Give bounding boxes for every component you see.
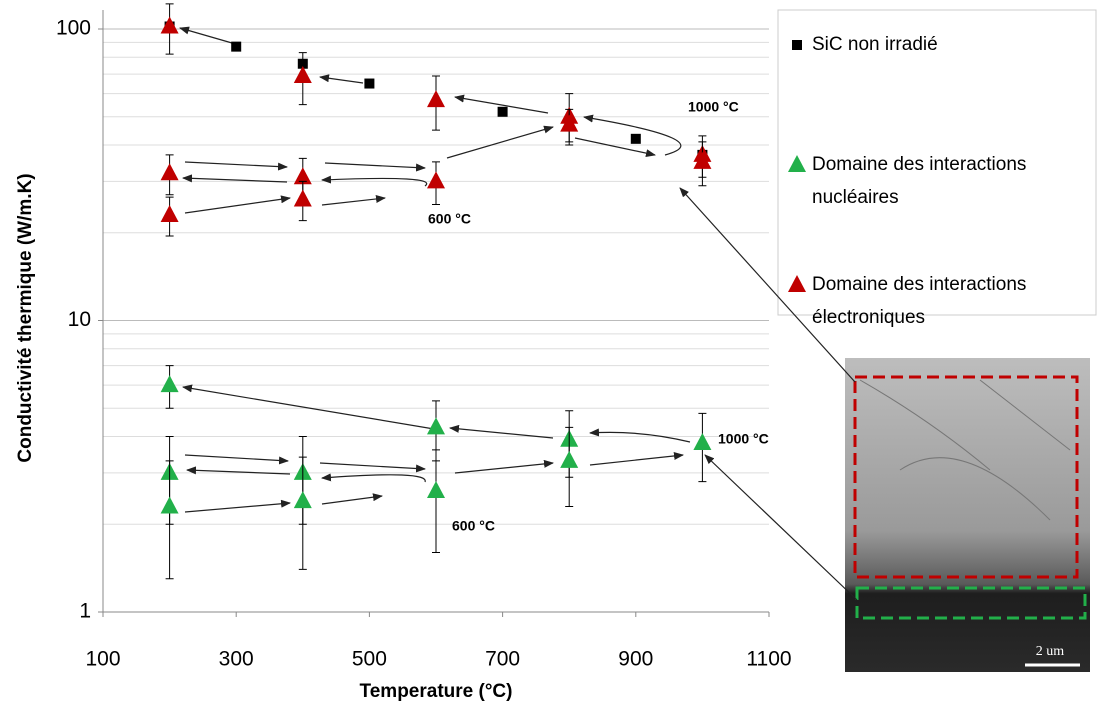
legend <box>777 9 1097 316</box>
marker <box>364 78 375 89</box>
marker <box>160 163 179 181</box>
marker <box>788 155 806 172</box>
marks <box>160 3 712 580</box>
marker <box>231 41 242 52</box>
marker <box>560 114 579 132</box>
marker <box>293 167 312 185</box>
annotation: 1000 °C <box>718 431 769 447</box>
marker <box>293 491 312 509</box>
annotation: 600 °C <box>452 518 495 534</box>
marker <box>693 432 712 450</box>
inset-image: 2 um <box>845 358 1090 672</box>
marker <box>788 275 806 292</box>
x-tick-label: 1100 <box>746 648 791 671</box>
marker <box>630 133 641 144</box>
x-tick-label: 300 <box>219 648 254 671</box>
y-tick-label: 10 <box>68 308 91 331</box>
x-tick-label: 100 <box>85 648 120 671</box>
error-bar <box>298 456 307 570</box>
error-bar <box>432 449 440 553</box>
marker <box>160 16 179 34</box>
x-tick-label: 700 <box>485 648 520 671</box>
marker <box>427 171 445 189</box>
arrows <box>179 26 691 513</box>
marker <box>693 151 712 169</box>
y-tick-label: 100 <box>56 17 91 40</box>
error-bar <box>165 460 174 580</box>
marker <box>293 189 312 207</box>
marker <box>160 496 179 514</box>
annotation: 600 °C <box>428 211 471 227</box>
legend-label: SiC non irradié <box>812 34 938 55</box>
marker <box>497 106 508 117</box>
x-tick-label: 500 <box>352 648 387 671</box>
annotation: 1000 °C <box>688 99 739 115</box>
y-axis-title: Conductivité thermique (W/m.K) <box>15 173 36 462</box>
marker <box>160 205 179 223</box>
scale-label: 2 um <box>1036 644 1065 659</box>
marker <box>427 417 445 435</box>
y-tick-label: 1 <box>79 600 91 623</box>
marker <box>293 65 312 83</box>
legend-label: Domaine des interactions électroniques <box>812 274 1026 328</box>
marker <box>427 90 445 108</box>
marker <box>792 40 802 50</box>
legend-label: Domaine des interactions nucléaires <box>812 154 1026 208</box>
marker <box>560 450 579 468</box>
marker <box>160 375 179 393</box>
legend-entries: SiC non irradié Domaine des interactions n… <box>788 34 1026 328</box>
marker <box>427 481 445 499</box>
x-axis-title: Temperature (°C) <box>360 681 513 702</box>
grid <box>98 28 770 617</box>
x-tick-label: 900 <box>618 648 653 671</box>
